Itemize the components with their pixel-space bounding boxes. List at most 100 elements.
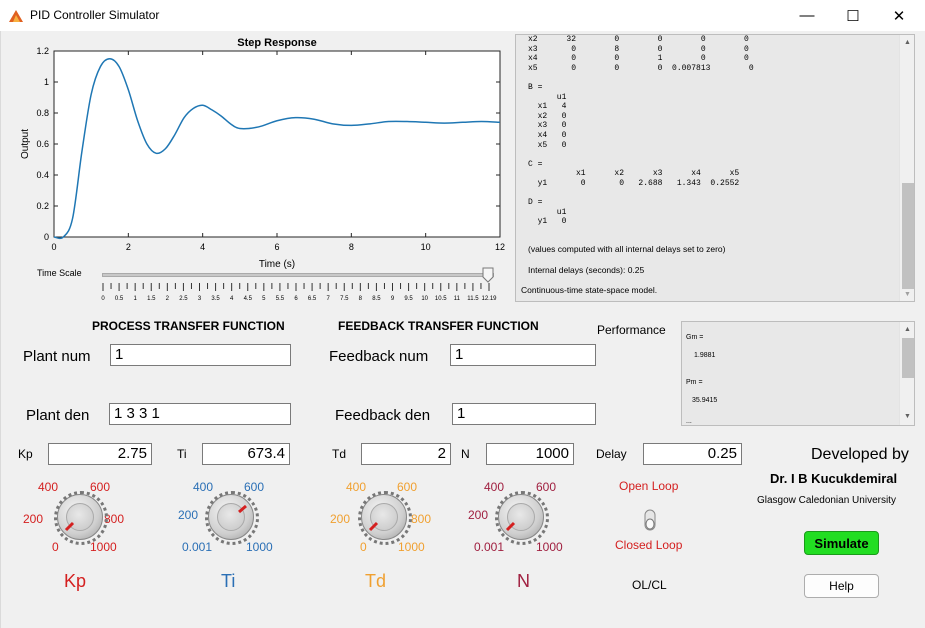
x-tick-label: 10 <box>421 242 431 252</box>
plant-den-label: Plant den <box>26 407 90 424</box>
delay-input[interactable]: 0.25 <box>643 443 742 465</box>
slider-tick-label: 12.19 <box>481 296 497 302</box>
performance-label: Performance <box>597 323 666 337</box>
x-axis-label: Time (s) <box>259 259 295 270</box>
n-knob-label-200: 200 <box>468 508 489 522</box>
y-tick-label: 0.2 <box>36 201 49 211</box>
slider-tick-label: 0 <box>101 296 105 302</box>
plot-area <box>53 50 501 238</box>
feedback-num-input[interactable]: 1 <box>450 344 596 366</box>
y-ticks: 0 0.2 0.4 0.6 0.8 1 1.2 <box>36 46 500 242</box>
slider-tick-label: 5.5 <box>276 296 285 302</box>
slider-tick-label: 2 <box>166 296 170 302</box>
scroll-down-icon[interactable]: ▼ <box>904 413 911 420</box>
time-scale-label: Time Scale <box>37 268 82 278</box>
ti-knob[interactable] <box>205 491 259 545</box>
slider-tick-label: 11 <box>454 296 461 302</box>
slider-tick-label: 3.5 <box>211 296 220 302</box>
slider-tick-label: 10.5 <box>435 296 447 302</box>
delay-label: Delay <box>596 447 627 461</box>
ti-knob-pointer <box>238 504 247 514</box>
performance-ellipsis: ... <box>686 418 692 425</box>
x-tick-label: 8 <box>349 242 354 252</box>
kp-knob-label-0: 0 <box>52 540 59 554</box>
ti-knob-label-600: 600 <box>244 480 265 494</box>
n-knob-label-0001: 0.001 <box>474 540 505 554</box>
feedback-den-input[interactable]: 1 <box>452 403 596 425</box>
n-knob-group: 400 600 200 0.001 1000 <box>466 478 586 558</box>
y-tick-label: 0.6 <box>36 139 49 149</box>
td-knob-pointer <box>368 521 379 532</box>
maximize-button[interactable]: ☐ <box>846 7 860 25</box>
plot-title: Step Response <box>237 37 316 49</box>
slider-tick-label: 9 <box>391 296 395 302</box>
scroll-up-icon[interactable]: ▲ <box>904 39 911 46</box>
plant-num-label: Plant num <box>23 348 91 365</box>
simulate-button[interactable]: Simulate <box>804 531 879 555</box>
n-knob-pointer <box>505 521 516 532</box>
td-knob-label-1000: 1000 <box>398 540 425 554</box>
pm-label: Pm = <box>686 379 703 386</box>
internal-delays-text: Internal delays (seconds): 0.25 <box>528 265 645 275</box>
n-knob-label-400: 400 <box>484 480 505 494</box>
scroll-down-icon[interactable]: ▼ <box>904 291 911 298</box>
n-knob-label-600: 600 <box>536 480 557 494</box>
td-knob-label-400: 400 <box>346 480 367 494</box>
scroll-up-icon[interactable]: ▲ <box>904 326 911 333</box>
slider-tick-label: 11.5 <box>467 296 479 302</box>
time-scale-track[interactable] <box>102 273 494 277</box>
n-caption: N <box>517 571 530 591</box>
slider-tick-label: 4 <box>230 296 234 302</box>
td-knob-label-200: 200 <box>330 512 351 526</box>
n-input[interactable]: 1000 <box>486 443 574 465</box>
ti-input[interactable]: 673.4 <box>202 443 290 465</box>
slider-tick-label: 8.5 <box>372 296 381 302</box>
state-space-scrollbar[interactable]: ▲ ▼ <box>899 35 914 301</box>
kp-input[interactable]: 2.75 <box>48 443 152 465</box>
kp-knob-label-800: 800 <box>104 512 125 526</box>
y-tick-label: 1 <box>44 77 49 87</box>
td-caption: Td <box>365 571 387 591</box>
slider-tick-label: 2.5 <box>179 296 188 302</box>
x-ticks: 0 2 4 6 8 10 12 <box>51 51 505 252</box>
scroll-thumb[interactable] <box>902 183 914 289</box>
pm-value: 35.9415 <box>692 397 718 404</box>
developed-by-label: Developed by <box>811 446 909 463</box>
x-tick-label: 2 <box>126 242 131 252</box>
slider-tick-label: 6 <box>294 296 298 302</box>
kp-knob-pointer <box>64 521 75 532</box>
close-button[interactable]: ✕ <box>892 7 906 25</box>
plant-den-input[interactable]: 1 3 3 1 <box>109 403 291 425</box>
x-tick-label: 12 <box>495 242 505 252</box>
performance-scrollbar[interactable]: ▲ ▼ <box>899 322 914 425</box>
n-label: N <box>461 447 470 461</box>
slider-tick-label: 0.5 <box>115 296 124 302</box>
step-response-line <box>53 57 501 240</box>
kp-knob-label-600: 600 <box>90 480 111 494</box>
feedback-tf-heading: FEEDBACK TRANSFER FUNCTION <box>338 319 539 333</box>
time-scale-thumb[interactable] <box>482 267 494 283</box>
kp-knob-label-200: 200 <box>23 512 44 526</box>
n-knob-label-1000: 1000 <box>536 540 563 554</box>
slider-tick-label: 1 <box>133 296 137 302</box>
scroll-thumb[interactable] <box>902 338 914 378</box>
feedback-num-label: Feedback num <box>329 348 429 365</box>
plant-num-input[interactable]: 1 <box>110 344 291 366</box>
slider-tick-label: 5 <box>262 296 266 302</box>
y-tick-label: 0 <box>44 232 49 242</box>
x-tick-label: 0 <box>51 242 56 252</box>
n-knob[interactable] <box>495 491 549 545</box>
author-name: Dr. I B Kucukdemiral <box>770 471 898 486</box>
help-button[interactable]: Help <box>804 574 879 598</box>
ti-knob-group: 400 600 200 0.001 1000 <box>172 478 292 558</box>
process-tf-heading: PROCESS TRANSFER FUNCTION <box>92 319 285 333</box>
ti-caption: Ti <box>221 571 236 591</box>
td-knob-label-800: 800 <box>411 512 432 526</box>
closed-loop-label: Closed Loop <box>615 538 683 552</box>
ol-cl-toggle-switch[interactable] <box>643 508 657 532</box>
td-input[interactable]: 2 <box>361 443 451 465</box>
td-knob[interactable] <box>358 491 412 545</box>
matlab-app-icon <box>9 10 23 22</box>
kp-knob-group: 400 600 200 800 0 1000 <box>20 478 140 558</box>
minimize-button[interactable]: — <box>799 7 815 24</box>
